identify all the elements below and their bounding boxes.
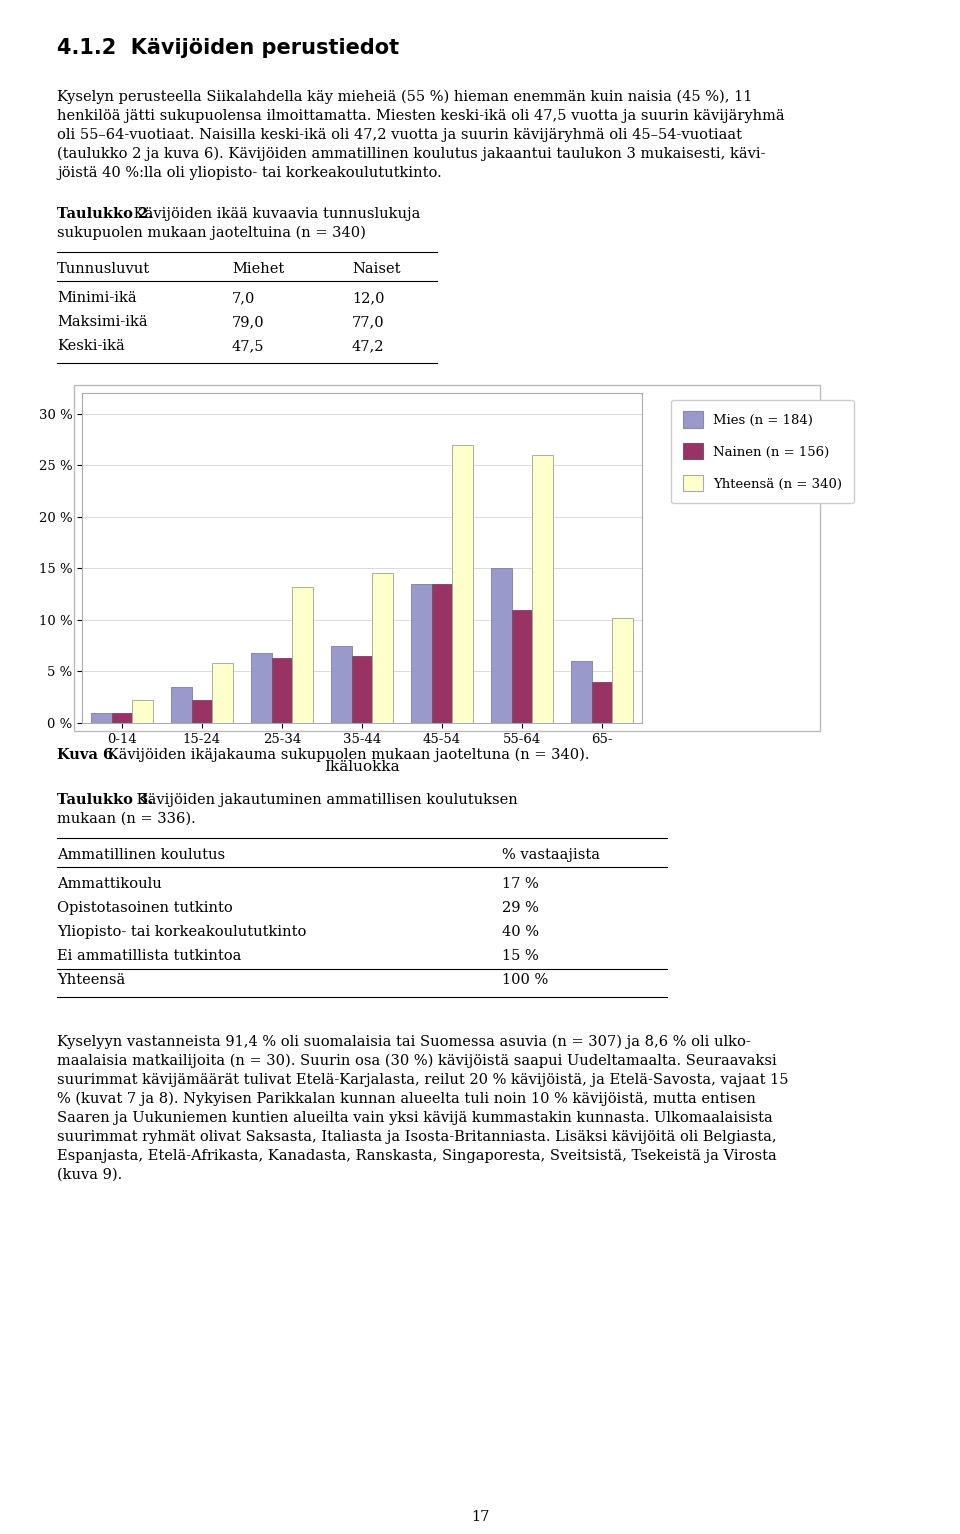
Text: Kävijöiden ikää kuvaavia tunnuslukuja: Kävijöiden ikää kuvaavia tunnuslukuja	[129, 207, 420, 221]
Bar	[171, 687, 192, 723]
Text: 17: 17	[470, 1509, 490, 1523]
Bar	[512, 609, 533, 723]
Bar	[331, 646, 351, 723]
Text: Minimi-ikä: Minimi-ikä	[57, 291, 136, 305]
Text: 29 %: 29 %	[502, 900, 539, 914]
Text: maalaisia matkailijoita (n = 30). Suurin osa (30 %) kävijöistä saapui Uudeltamaa: maalaisia matkailijoita (n = 30). Suurin…	[57, 1054, 777, 1068]
Text: Ei ammatillista tutkintoa: Ei ammatillista tutkintoa	[57, 950, 241, 963]
Text: Miehet: Miehet	[232, 262, 284, 276]
Text: Taulukko 2.: Taulukko 2.	[57, 207, 154, 221]
Text: oli 55–64-vuotiaat. Naisilla keski-ikä oli 47,2 vuotta ja suurin kävijäryhmä oli: oli 55–64-vuotiaat. Naisilla keski-ikä o…	[57, 127, 742, 143]
Bar	[132, 701, 154, 723]
Bar	[372, 574, 394, 723]
Text: Yliopisto- tai korkeakoulututkinto: Yliopisto- tai korkeakoulututkinto	[57, 925, 306, 939]
Bar	[411, 584, 432, 723]
Text: 100 %: 100 %	[502, 973, 548, 986]
Bar	[293, 588, 313, 723]
Bar	[591, 681, 612, 723]
Text: suurimmat kävijämäärät tulivat Etelä-Karjalasta, reilut 20 % kävijöistä, ja Etel: suurimmat kävijämäärät tulivat Etelä-Kar…	[57, 1072, 788, 1088]
Bar	[452, 445, 473, 723]
Bar	[192, 701, 212, 723]
Bar	[612, 618, 634, 723]
Text: 40 %: 40 %	[502, 925, 539, 939]
Text: 12,0: 12,0	[352, 291, 385, 305]
Text: % vastaajista: % vastaajista	[502, 848, 600, 862]
X-axis label: Ikäluokka: Ikäluokka	[324, 759, 399, 773]
Bar	[432, 584, 452, 723]
Text: (taulukko 2 ja kuva 6). Kävijöiden ammatillinen koulutus jakaantui taulukon 3 mu: (taulukko 2 ja kuva 6). Kävijöiden ammat…	[57, 147, 765, 161]
Text: 77,0: 77,0	[352, 314, 385, 328]
Text: mukaan (n = 336).: mukaan (n = 336).	[57, 811, 196, 825]
Bar	[491, 568, 512, 723]
Text: Saaren ja Uukuniemen kuntien alueilta vain yksi kävijä kummastakin kunnasta. Ulk: Saaren ja Uukuniemen kuntien alueilta va…	[57, 1111, 773, 1124]
Text: Maksimi-ikä: Maksimi-ikä	[57, 314, 148, 328]
Text: Ammatillinen koulutus: Ammatillinen koulutus	[57, 848, 226, 862]
Text: Keski-ikä: Keski-ikä	[57, 339, 125, 353]
Text: 15 %: 15 %	[502, 950, 539, 963]
Legend: Mies (n = 184), Nainen (n = 156), Yhteensä (n = 340): Mies (n = 184), Nainen (n = 156), Yhteen…	[671, 399, 854, 503]
Text: 47,5: 47,5	[232, 339, 265, 353]
Text: Taulukko 3.: Taulukko 3.	[57, 793, 154, 807]
Bar	[272, 658, 293, 723]
Text: Kävijöiden ikäjakauma sukupuolen mukaan jaoteltuna (n = 340).: Kävijöiden ikäjakauma sukupuolen mukaan …	[103, 749, 589, 762]
Text: Kyselyn perusteella Siikalahdella käy mieheiä (55 %) hieman enemmän kuin naisia : Kyselyn perusteella Siikalahdella käy mi…	[57, 91, 753, 104]
Text: Kyselyyn vastanneista 91,4 % oli suomalaisia tai Suomessa asuvia (n = 307) ja 8,: Kyselyyn vastanneista 91,4 % oli suomala…	[57, 1035, 751, 1049]
Bar	[251, 653, 272, 723]
Text: Naiset: Naiset	[352, 262, 400, 276]
Text: Espanjasta, Etelä-Afrikasta, Kanadasta, Ranskasta, Singaporesta, Sveitsistä, Tse: Espanjasta, Etelä-Afrikasta, Kanadasta, …	[57, 1149, 777, 1163]
Text: 47,2: 47,2	[352, 339, 385, 353]
Text: jöistä 40 %:lla oli yliopisto- tai korkeakoulututkinto.: jöistä 40 %:lla oli yliopisto- tai korke…	[57, 166, 442, 179]
Text: sukupuolen mukaan jaoteltuina (n = 340): sukupuolen mukaan jaoteltuina (n = 340)	[57, 225, 366, 241]
Text: 7,0: 7,0	[232, 291, 255, 305]
Text: (kuva 9).: (kuva 9).	[57, 1167, 122, 1183]
Text: 79,0: 79,0	[232, 314, 265, 328]
Text: suurimmat ryhmät olivat Saksasta, Italiasta ja Isosta-Britanniasta. Lisäksi kävi: suurimmat ryhmät olivat Saksasta, Italia…	[57, 1131, 777, 1144]
Text: Yhteensä: Yhteensä	[57, 973, 125, 986]
Text: % (kuvat 7 ja 8). Nykyisen Parikkalan kunnan alueelta tuli noin 10 % kävijöistä,: % (kuvat 7 ja 8). Nykyisen Parikkalan ku…	[57, 1092, 756, 1106]
Bar	[111, 713, 132, 723]
Text: Kävijöiden jakautuminen ammatillisen koulutuksen: Kävijöiden jakautuminen ammatillisen kou…	[132, 793, 517, 807]
Text: Tunnusluvut: Tunnusluvut	[57, 262, 150, 276]
Bar	[91, 713, 111, 723]
Bar	[74, 385, 820, 732]
Text: 4.1.2  Kävijöiden perustiedot: 4.1.2 Kävijöiden perustiedot	[57, 38, 399, 58]
Text: Ammattikoulu: Ammattikoulu	[57, 877, 161, 891]
Bar	[533, 456, 553, 723]
Bar	[212, 663, 233, 723]
Text: 17 %: 17 %	[502, 877, 539, 891]
Text: Opistotasoinen tutkinto: Opistotasoinen tutkinto	[57, 900, 232, 914]
Bar	[351, 657, 372, 723]
Bar	[571, 661, 591, 723]
Text: henkilöä jätti sukupuolensa ilmoittamatta. Miesten keski-ikä oli 47,5 vuotta ja : henkilöä jätti sukupuolensa ilmoittamatt…	[57, 109, 784, 123]
Text: Kuva 6.: Kuva 6.	[57, 749, 118, 762]
